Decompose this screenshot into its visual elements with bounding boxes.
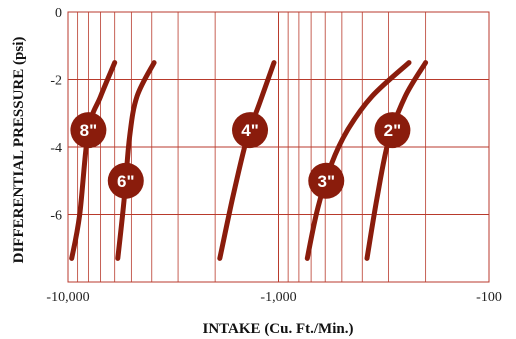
y-tick-label: -6 (50, 209, 62, 224)
x-axis-title: INTAKE (Cu. Ft./Min.) (203, 321, 354, 337)
series-line (69, 60, 118, 261)
series-label: 8" (80, 121, 98, 140)
legend-badges: 8" 6" 4" 3" 2" (70, 112, 411, 199)
grid (68, 11, 490, 283)
series-line (115, 60, 157, 261)
badge-circle (107, 162, 144, 199)
x-tick-label: -1,000 (260, 290, 296, 305)
badge-circle (308, 162, 345, 199)
series-badge: 2" (374, 112, 411, 149)
y-axis-title: DIFFERENTIAL PRESSURE (psi) (11, 37, 27, 264)
x-tick-label: -10,000 (46, 290, 89, 305)
y-tick-label: -2 (50, 74, 62, 89)
badge-circle (70, 112, 107, 149)
badge-circle (374, 112, 411, 149)
series-badge: 8" (70, 112, 107, 149)
tick-labels: -10,000 -1,000 -100 0 -2 -4 -6 (46, 6, 501, 305)
y-tick-label: 0 (55, 6, 62, 21)
series-label: 3" (318, 172, 336, 191)
x-tick-label: -100 (476, 290, 502, 305)
plot-frame (67, 11, 490, 283)
badge-circle (232, 112, 269, 149)
series-label: 6" (117, 172, 135, 191)
series-line (304, 60, 412, 261)
series-label: 4" (241, 121, 259, 140)
series-badge: 3" (308, 162, 345, 199)
series-badge: 6" (107, 162, 144, 199)
series-layer (69, 60, 429, 261)
series-badge: 4" (232, 112, 269, 149)
series-label: 2" (384, 121, 402, 140)
y-tick-label: -4 (50, 141, 62, 156)
series-line (217, 60, 277, 261)
